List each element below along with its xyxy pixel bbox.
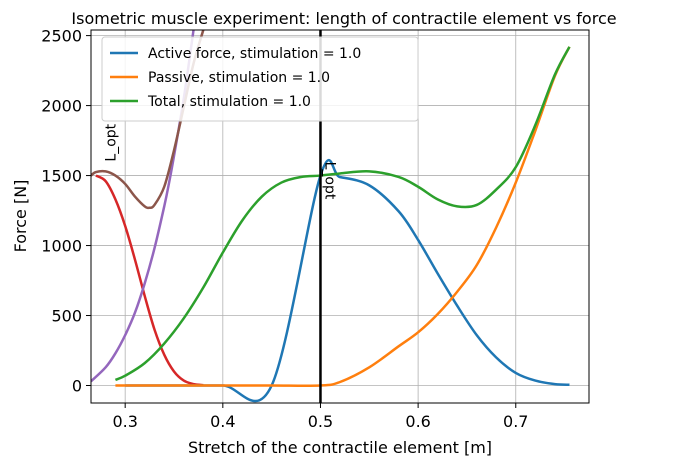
lopt-annotation-1: L_opt [103, 123, 119, 161]
lopt-annotation-0: L_opt [321, 162, 337, 200]
x-tick-label: 0.6 [405, 412, 430, 431]
y-tick-label: 2000 [41, 97, 82, 116]
y-tick-label: 1500 [41, 167, 82, 186]
series-line-2 [114, 46, 571, 382]
x-tick-label: 0.5 [308, 412, 333, 431]
legend-label: Total, stimulation = 1.0 [147, 94, 311, 110]
chart-title: Isometric muscle experiment: length of c… [71, 9, 616, 28]
series-line-0 [125, 158, 570, 403]
y-tick-label: 0 [72, 377, 82, 396]
annotations: L_opt L_opt [103, 123, 337, 200]
y-tick-label: 2500 [41, 27, 82, 46]
x-axis: 0.3 0.4 0.5 0.6 0.7 [112, 403, 528, 431]
x-axis-title: Stretch of the contractile element [m] [188, 438, 492, 457]
y-tick-label: 1000 [41, 237, 82, 256]
legend: Active force, stimulation = 1.0 Passive, … [101, 36, 419, 122]
x-tick-label: 0.7 [503, 412, 528, 431]
series-line-3 [95, 174, 204, 387]
y-axis: 0 500 1000 1500 2000 2500 [41, 27, 91, 396]
y-tick-label: 500 [51, 307, 82, 326]
series-line-1 [115, 46, 571, 388]
y-axis-title: Force [N] [11, 180, 30, 253]
x-tick-label: 0.3 [112, 412, 137, 431]
legend-label: Passive, stimulation = 1.0 [148, 70, 330, 86]
legend-label: Active force, stimulation = 1.0 [148, 46, 361, 62]
x-tick-label: 0.4 [210, 412, 235, 431]
legend-box [101, 36, 419, 122]
plot-frame [90, 29, 590, 404]
